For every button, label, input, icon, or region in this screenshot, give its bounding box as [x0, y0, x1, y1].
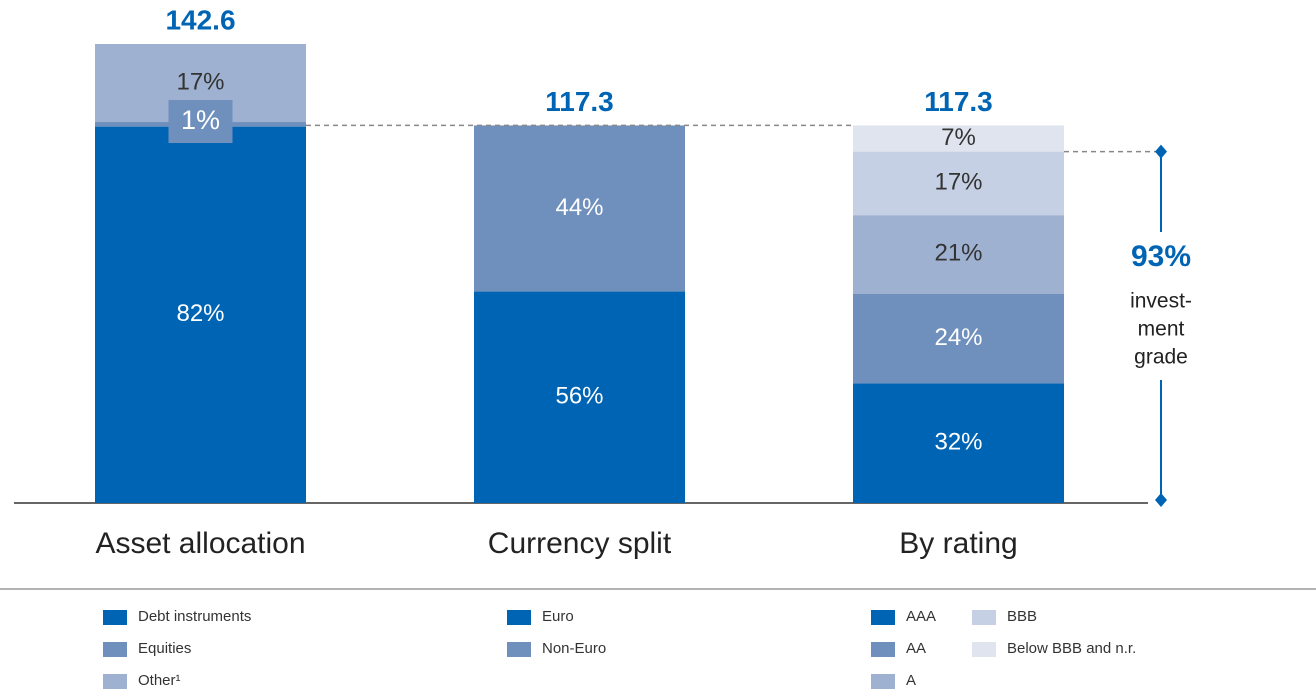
bar-segment — [853, 293, 1064, 384]
legend-label: Below BBB and n.r. — [1007, 640, 1136, 657]
bar-segment — [853, 151, 1064, 216]
annotation-text: grade — [1134, 346, 1188, 369]
segment-label: 1% — [181, 105, 220, 135]
segment-label: 82% — [176, 300, 224, 327]
segment-label: 17% — [176, 68, 224, 95]
legend-label: BBB — [1007, 608, 1037, 625]
legend-label: Equities — [138, 640, 191, 657]
segment-label: 56% — [555, 383, 603, 410]
bar-segment — [95, 126, 306, 504]
annotation-text: ment — [1138, 318, 1185, 341]
segment-label: 7% — [941, 124, 976, 151]
legend-swatch — [103, 610, 127, 625]
legend-label: Other¹ — [138, 672, 181, 689]
legend-swatch — [871, 642, 895, 657]
legend-swatch — [871, 674, 895, 689]
bar-segment — [853, 383, 1064, 503]
segment-label: 24% — [934, 324, 982, 351]
label-box — [168, 100, 233, 144]
category-label: By rating — [899, 527, 1017, 560]
legend-swatch — [871, 610, 895, 625]
legend-swatch — [972, 610, 996, 625]
legend-swatch — [103, 642, 127, 657]
category-label: Currency split — [488, 527, 672, 560]
legend-label: AAA — [906, 608, 936, 625]
segment-label: 17% — [934, 169, 982, 196]
annotation-text: invest- — [1130, 290, 1192, 313]
category-label: Asset allocation — [95, 527, 305, 560]
legend-swatch — [103, 674, 127, 689]
legend-label: Euro — [542, 608, 574, 625]
legend-swatch — [507, 642, 531, 657]
legend-swatch — [507, 610, 531, 625]
segment-label: 32% — [934, 429, 982, 456]
bar-segment — [474, 125, 685, 292]
total-label: 117.3 — [924, 86, 993, 117]
bracket-end — [1155, 144, 1167, 159]
legend-label: AA — [906, 640, 926, 657]
total-label: 142.6 — [165, 4, 235, 35]
legend-swatch — [972, 642, 996, 657]
segment-label: 21% — [934, 240, 982, 267]
segment-label: 44% — [555, 194, 603, 221]
legend-label: Debt instruments — [138, 608, 251, 625]
bar-segment — [474, 291, 685, 503]
bar-segment — [853, 125, 1064, 152]
legend-label: Non-Euro — [542, 640, 606, 657]
total-label: 117.3 — [545, 86, 614, 117]
annotation-value: 93% — [1131, 240, 1191, 273]
legend-label: A — [906, 672, 916, 689]
bracket-end — [1155, 493, 1167, 507]
bar-segment — [853, 215, 1064, 294]
